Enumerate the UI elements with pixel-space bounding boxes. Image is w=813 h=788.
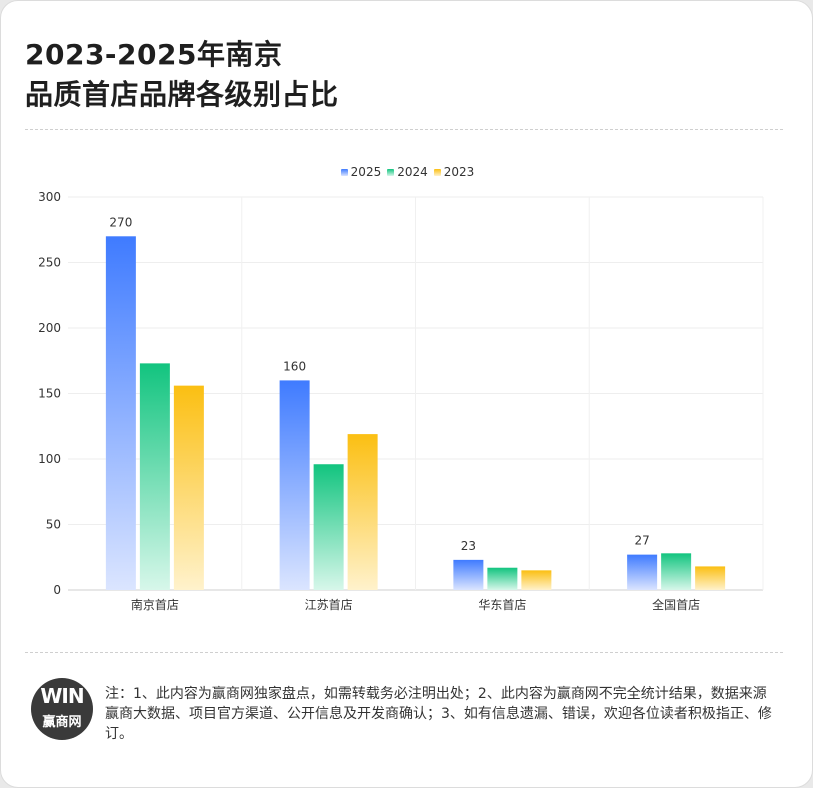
- title-line-2: 品质首店品牌各级别占比: [25, 78, 339, 111]
- bar-2025-全国首店[interactable]: [627, 554, 658, 590]
- yingshang-logo: WIN 赢商网: [31, 678, 93, 740]
- x-tick-label: 全国首店: [652, 597, 700, 612]
- logo-mark: WIN: [40, 684, 84, 708]
- bottom-divider: [25, 652, 783, 653]
- bar-2025-华东首店[interactable]: [453, 559, 484, 590]
- bar-2025-江苏首店[interactable]: [279, 380, 310, 590]
- legend-swatch: [433, 168, 441, 176]
- legend-item-2025[interactable]: 2025: [340, 165, 382, 179]
- legend-item-2023[interactable]: 2023: [433, 165, 475, 179]
- data-label: 23: [461, 539, 476, 553]
- x-tick-label: 华东首店: [478, 598, 526, 612]
- x-tick-label: 南京首店: [131, 597, 179, 612]
- y-tick-label: 200: [38, 321, 61, 335]
- data-label: 270: [109, 215, 132, 229]
- bar-2024-南京首店[interactable]: [139, 363, 170, 590]
- top-divider: [25, 129, 783, 130]
- legend-swatch: [387, 168, 395, 176]
- y-tick-label: 100: [38, 452, 61, 466]
- legend-swatch: [340, 168, 348, 176]
- y-tick-label: 50: [46, 518, 61, 532]
- bar-2023-全国首店[interactable]: [695, 566, 726, 590]
- legend-label: 2023: [443, 165, 475, 179]
- bar-2023-华东首店[interactable]: [521, 570, 552, 590]
- bar-chart: 0 50 100 150 200 250 300 270 南京首店 160 江苏首店 23 华东首店 27…: [38, 190, 764, 612]
- bar-2024-华东首店[interactable]: [487, 567, 518, 590]
- bar-2025-南京首店[interactable]: [105, 236, 136, 591]
- logo-name: 赢商网: [42, 715, 82, 730]
- bar-2024-江苏首店[interactable]: [313, 464, 344, 590]
- footnote: 注：1、此内容为赢商网独家盘点，如需转载务必注明出处；2、此内容为赢商网不完全统…: [105, 686, 772, 742]
- title-line-1: 2023-2025年南京: [25, 38, 283, 71]
- y-tick-label: 0: [53, 583, 61, 597]
- y-tick-label: 150: [38, 387, 61, 401]
- legend-label: 2024: [397, 165, 428, 179]
- data-label: 160: [283, 359, 306, 373]
- chart-title: 2023-2025年南京 品质首店品牌各级别占比: [25, 35, 339, 115]
- y-tick-label: 250: [38, 256, 61, 270]
- bar-2023-南京首店[interactable]: [173, 385, 204, 590]
- chart-legend: 2025 2024 2023: [1, 165, 813, 179]
- legend-label: 2025: [350, 165, 382, 179]
- legend-item-2024[interactable]: 2024: [387, 165, 428, 179]
- bar-2024-全国首店[interactable]: [661, 553, 692, 590]
- bar-2023-江苏首店[interactable]: [347, 434, 378, 590]
- x-tick-label: 江苏首店: [305, 598, 353, 612]
- y-tick-label: 300: [38, 190, 61, 204]
- data-label: 27: [634, 534, 649, 548]
